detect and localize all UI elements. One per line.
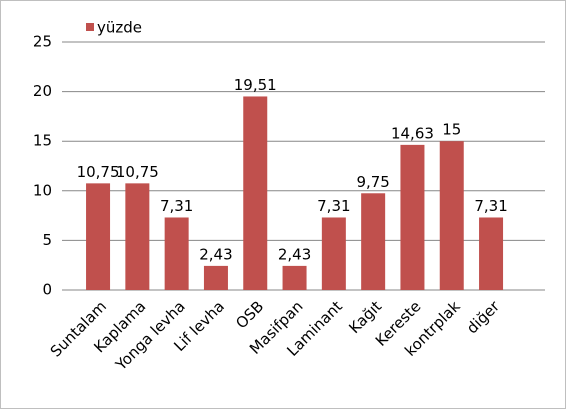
- legend-label: yüzde: [97, 19, 142, 37]
- data-label: 9,75: [356, 173, 389, 191]
- y-tick-label: 20: [33, 82, 52, 100]
- bar: [400, 144, 425, 290]
- bar: [125, 183, 150, 290]
- bar: [164, 217, 189, 290]
- bar: [203, 265, 228, 290]
- bar: [439, 141, 464, 290]
- bar: [361, 193, 386, 290]
- data-label: 10,75: [77, 163, 120, 181]
- bar: [243, 96, 268, 290]
- data-label: 14,63: [391, 124, 434, 142]
- data-label: 7,31: [474, 197, 507, 215]
- y-tick-label: 10: [33, 181, 52, 199]
- bar: [479, 217, 504, 290]
- bar: [321, 217, 346, 290]
- legend-swatch: [86, 23, 94, 31]
- y-tick-label: 5: [42, 231, 52, 249]
- bar: [282, 265, 307, 290]
- y-tick-label: 0: [42, 281, 52, 299]
- data-label: 10,75: [116, 163, 159, 181]
- y-tick-label: 25: [33, 33, 52, 51]
- data-label: 19,51: [234, 76, 277, 94]
- data-label: 15: [442, 121, 461, 139]
- bar: [86, 183, 111, 290]
- data-label: 7,31: [317, 197, 350, 215]
- data-label: 7,31: [160, 197, 193, 215]
- data-label: 2,43: [199, 245, 232, 263]
- data-label: 2,43: [278, 245, 311, 263]
- y-tick-label: 15: [33, 132, 52, 150]
